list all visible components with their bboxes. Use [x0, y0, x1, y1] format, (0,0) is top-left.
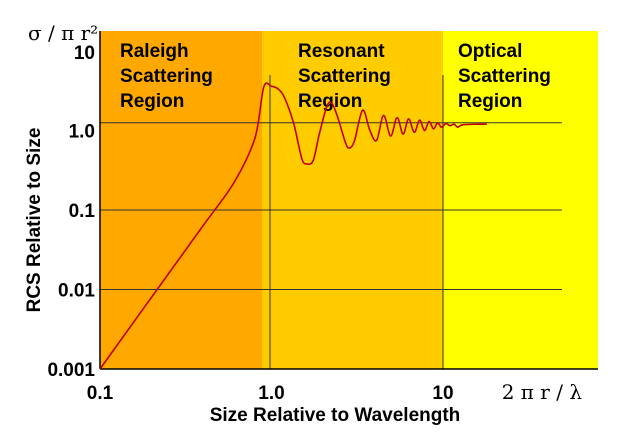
- x-tick-2: 1.0: [258, 383, 284, 404]
- y-tick-2: 0.01: [58, 281, 95, 302]
- y-tick-1: 0.001: [47, 360, 95, 381]
- y-axis-title: RCS Relative to Size: [24, 128, 45, 313]
- region-bg-2: [262, 31, 443, 369]
- x-tick-1: 0.1: [87, 383, 114, 404]
- region-label-3-line-2: Scattering: [458, 66, 551, 87]
- series-layer: [99, 82, 487, 370]
- region-label-3-line-3: Region: [458, 91, 522, 112]
- region-bg-1: [100, 31, 262, 369]
- rcs-curve-1: [99, 82, 487, 370]
- y-tick-labels: 0.001 0.01 0.1 1.0 10: [47, 43, 95, 381]
- y-tick-5: 10: [74, 43, 95, 64]
- region-backgrounds: [100, 31, 598, 369]
- region-label-2-line-2: Scattering: [298, 66, 391, 87]
- region-label-3-line-1: Optical: [458, 41, 522, 62]
- region-bg-3: [443, 31, 598, 369]
- x-unit-label: 2 π r / λ: [502, 380, 583, 404]
- region-label-1-line-2: Scattering: [120, 66, 213, 87]
- region-label-2-line-1: Resonant: [298, 41, 385, 62]
- x-tick-labels: 0.1 1.0 10: [87, 383, 454, 404]
- region-label-1-line-3: Region: [120, 91, 184, 112]
- x-axis-title: Size Relative to Wavelength: [210, 405, 461, 426]
- y-unit-label: σ / π r²: [28, 21, 98, 45]
- grid-lines: [99, 31, 598, 370]
- region-label-1-line-1: Raleigh: [120, 41, 189, 62]
- x-tick-3: 10: [432, 383, 453, 404]
- y-tick-4: 1.0: [69, 122, 95, 143]
- y-tick-3: 0.1: [69, 201, 96, 222]
